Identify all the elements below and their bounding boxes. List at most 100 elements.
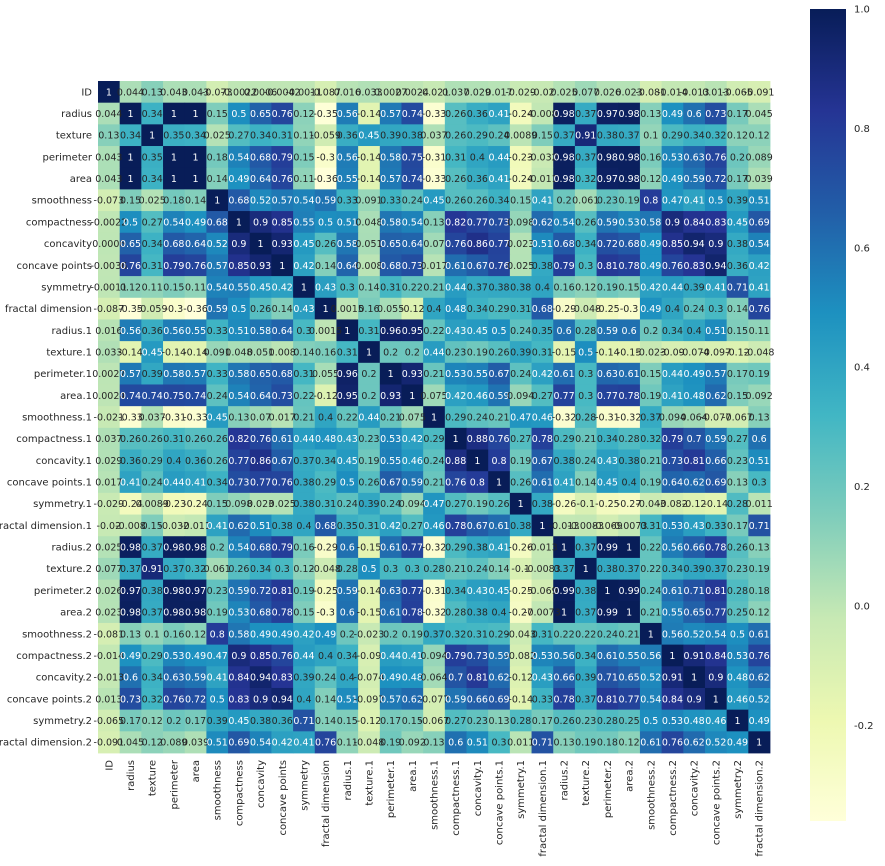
heatmap-cell bbox=[748, 406, 771, 429]
heatmap-cell bbox=[553, 406, 576, 429]
heatmap-cell bbox=[574, 492, 597, 515]
heatmap-cell bbox=[379, 232, 402, 255]
heatmap-cell bbox=[574, 427, 597, 450]
row-label: smoothness.1 bbox=[22, 413, 92, 424]
heatmap-cell bbox=[423, 124, 446, 147]
heatmap-cell bbox=[553, 644, 576, 667]
cell-annotation: 0.51 bbox=[749, 456, 770, 467]
cell-annotation: 0.51 bbox=[228, 326, 249, 337]
heatmap-cell bbox=[509, 362, 532, 385]
heatmap-cell bbox=[661, 362, 684, 385]
cell-annotation: 0.092 bbox=[399, 738, 426, 749]
heatmap-cell bbox=[444, 319, 467, 342]
heatmap-cell bbox=[661, 297, 684, 320]
cell-annotation: 0.44 bbox=[358, 413, 379, 424]
cell-annotation: 0.31 bbox=[445, 152, 466, 163]
heatmap-cell bbox=[553, 492, 576, 515]
heatmap-cell bbox=[184, 536, 207, 559]
heatmap-cell bbox=[748, 601, 771, 624]
heatmap-cell bbox=[661, 384, 684, 407]
heatmap-cell bbox=[249, 362, 272, 385]
cell-annotation: -0.25 bbox=[313, 586, 338, 597]
cell-annotation: 0.79 bbox=[272, 152, 293, 163]
heatmap-cell bbox=[141, 232, 164, 255]
cell-annotation: 0.61 bbox=[597, 651, 618, 662]
cell-annotation: 0.61 bbox=[619, 369, 640, 380]
cell-annotation: 0.84 bbox=[662, 694, 683, 705]
heatmap-cell bbox=[98, 536, 121, 559]
cell-annotation: 0.61 bbox=[553, 369, 574, 380]
heatmap-cell bbox=[293, 644, 316, 667]
heatmap-cell bbox=[466, 536, 489, 559]
cell-annotation: 1 bbox=[431, 413, 437, 424]
heatmap-cell bbox=[488, 146, 511, 169]
heatmap-cell bbox=[639, 189, 663, 212]
heatmap-cell bbox=[228, 102, 251, 125]
cell-annotation: 0.73 bbox=[705, 109, 726, 120]
heatmap-cell bbox=[488, 319, 511, 342]
heatmap-cell bbox=[553, 579, 576, 602]
cell-annotation: 0.17 bbox=[727, 369, 748, 380]
heatmap-cell bbox=[379, 406, 402, 429]
cell-annotation: 0.25 bbox=[619, 716, 640, 727]
cell-annotation: 0.88 bbox=[445, 456, 466, 467]
cell-annotation: 0.53 bbox=[163, 651, 184, 662]
row-label: radius.1 bbox=[52, 326, 92, 337]
cell-annotation: 0.48 bbox=[727, 673, 748, 684]
heatmap-cell bbox=[379, 81, 402, 104]
heatmap-cell bbox=[271, 557, 294, 580]
heatmap-cell bbox=[553, 211, 576, 234]
cell-annotation: 0.19 bbox=[749, 564, 770, 575]
cell-annotation: 0.091 bbox=[355, 196, 382, 207]
cell-annotation: 0.008 bbox=[269, 347, 296, 358]
cell-annotation: -0.013 bbox=[527, 543, 558, 554]
heatmap-cell bbox=[553, 514, 576, 537]
heatmap-cell bbox=[293, 514, 316, 537]
cell-annotation: 0.62 bbox=[684, 738, 705, 749]
cell-annotation: 0.21 bbox=[488, 413, 509, 424]
heatmap-cell bbox=[271, 427, 294, 450]
heatmap-cell bbox=[683, 579, 706, 602]
heatmap-cell bbox=[704, 644, 728, 667]
heatmap-cell bbox=[553, 146, 576, 169]
cell-annotation: 0.21 bbox=[619, 629, 640, 640]
cell-annotation: 1 bbox=[561, 608, 567, 619]
cell-annotation: 0.37 bbox=[705, 564, 726, 575]
heatmap-cell bbox=[119, 81, 142, 104]
heatmap-cell bbox=[726, 167, 749, 190]
cell-annotation: 0.59 bbox=[337, 586, 358, 597]
heatmap-cell bbox=[293, 341, 316, 364]
heatmap-cell bbox=[228, 449, 251, 472]
heatmap-cell bbox=[704, 81, 728, 104]
cell-annotation: 0.64 bbox=[402, 239, 423, 250]
heatmap-cell bbox=[314, 406, 337, 429]
column-label: radius bbox=[126, 760, 137, 791]
row-label: perimeter.2 bbox=[34, 586, 92, 597]
heatmap-cell bbox=[293, 362, 316, 385]
heatmap-cell bbox=[488, 384, 511, 407]
row-label: smoothness bbox=[32, 196, 92, 207]
heatmap-cell bbox=[618, 579, 641, 602]
cell-annotation: 0.18 bbox=[163, 196, 184, 207]
cell-annotation: 0.14 bbox=[293, 347, 314, 358]
heatmap-cell bbox=[119, 384, 142, 407]
heatmap-cell bbox=[228, 276, 251, 299]
cell-annotation: 0.3 bbox=[578, 261, 593, 272]
cell-annotation: 0.14 bbox=[727, 304, 748, 315]
cell-annotation: 0.22 bbox=[640, 564, 661, 575]
colorbar-gradient bbox=[810, 9, 846, 821]
cell-annotation: 0.21 bbox=[293, 413, 314, 424]
heatmap-cell bbox=[531, 276, 554, 299]
cell-annotation: 0.45 bbox=[142, 347, 163, 358]
cell-annotation: 0.21 bbox=[640, 456, 661, 467]
heatmap-cell bbox=[596, 341, 619, 364]
heatmap-cell bbox=[249, 579, 272, 602]
cell-annotation: 0.16 bbox=[315, 347, 336, 358]
cell-annotation: 0.34 bbox=[250, 131, 271, 142]
cell-annotation: 0.24 bbox=[402, 196, 423, 207]
heatmap-cell bbox=[141, 167, 164, 190]
heatmap-cell bbox=[683, 601, 706, 624]
cell-annotation: 0.78 bbox=[532, 434, 553, 445]
heatmap-cell bbox=[379, 449, 402, 472]
heatmap-cell bbox=[639, 514, 663, 537]
